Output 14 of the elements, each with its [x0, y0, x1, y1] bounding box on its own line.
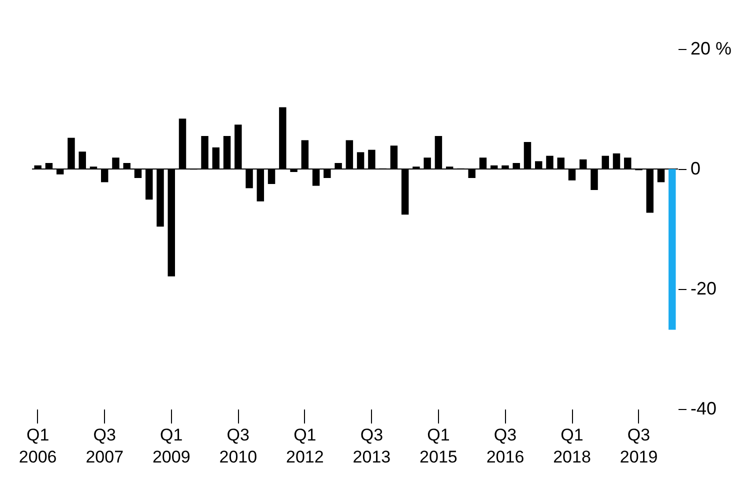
x-tick-label: Q1 2009 [152, 426, 190, 466]
y-tick-label: 20 % [690, 38, 732, 58]
x-tick-label: Q3 2016 [486, 426, 524, 466]
y-tick-label: 0 [690, 158, 701, 178]
x-tick-label: Q1 2006 [18, 426, 57, 466]
x-tick-label: Q3 2013 [352, 426, 391, 466]
x-tick-label: Q1 2012 [286, 426, 324, 466]
x-tick-label: Q3 2010 [219, 426, 258, 466]
x-tick-label: Q1 2018 [553, 426, 591, 466]
y-tick-label: -20 [690, 278, 717, 298]
x-tick-label: Q3 2007 [86, 426, 124, 466]
x-tick-label: Q3 2019 [620, 426, 658, 466]
y-tick-label: -40 [690, 398, 717, 418]
x-tick-label: Q1 2015 [420, 426, 458, 466]
